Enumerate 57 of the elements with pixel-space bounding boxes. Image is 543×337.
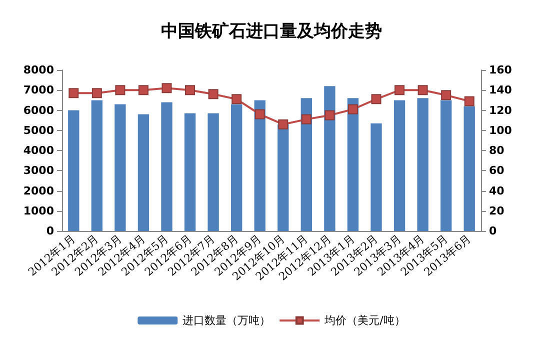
point (278, 119, 288, 130)
point (232, 94, 242, 104)
point (208, 89, 218, 100)
point (254, 109, 265, 120)
y-tick-label: 4000 (23, 144, 54, 157)
bar (300, 98, 312, 231)
point (464, 96, 474, 106)
y2-tick-label: 120 (489, 104, 512, 117)
point (371, 94, 382, 104)
y-tick-label: 3000 (23, 164, 54, 178)
bar (254, 100, 266, 231)
bar (417, 98, 428, 231)
point (394, 85, 405, 96)
point (301, 114, 312, 124)
point (418, 85, 428, 96)
point (441, 90, 452, 100)
point (68, 88, 79, 98)
bar (278, 124, 289, 231)
bar (230, 104, 242, 231)
bar (91, 100, 103, 231)
y2-tick-label: 160 (489, 64, 512, 76)
legend-label: 进口数量（万吨） (182, 314, 271, 327)
bar (184, 113, 196, 231)
point (348, 104, 358, 114)
y-tick-label: 5000 (23, 124, 54, 137)
y2-tick-label: 100 (489, 124, 512, 137)
point (92, 88, 102, 98)
y-tick-label: 8000 (23, 64, 54, 76)
point (115, 85, 126, 96)
bar (68, 110, 80, 231)
y-tick-label: 7000 (23, 84, 54, 97)
bar (161, 102, 172, 231)
bar (370, 123, 382, 231)
y-tick-label: 1000 (23, 204, 54, 218)
bar (138, 114, 150, 231)
y2-tick-label: 60 (489, 164, 505, 178)
bar (440, 100, 452, 231)
point (138, 85, 148, 96)
chart-title: 中国铁矿石进口量及均价走势 (161, 22, 382, 42)
y2-tick-label: 80 (489, 144, 505, 157)
y2-tick-label: 20 (489, 204, 505, 218)
y2-tick-label: 140 (489, 84, 512, 97)
legend-label: 均价（美元/吨） (324, 314, 406, 327)
y-tick-label: 6000 (23, 104, 54, 117)
bar (114, 104, 126, 231)
bar (394, 100, 406, 231)
bar (208, 113, 219, 231)
bar (347, 98, 359, 231)
y-tick-label: 2000 (23, 184, 54, 198)
y-tick-label: 0 (46, 224, 54, 238)
bar (324, 86, 336, 231)
y2-tick-label: 40 (489, 184, 505, 198)
bar (464, 106, 475, 231)
point (185, 85, 196, 96)
point (324, 110, 335, 120)
point (162, 83, 172, 94)
y2-tick-label: 0 (489, 224, 497, 238)
